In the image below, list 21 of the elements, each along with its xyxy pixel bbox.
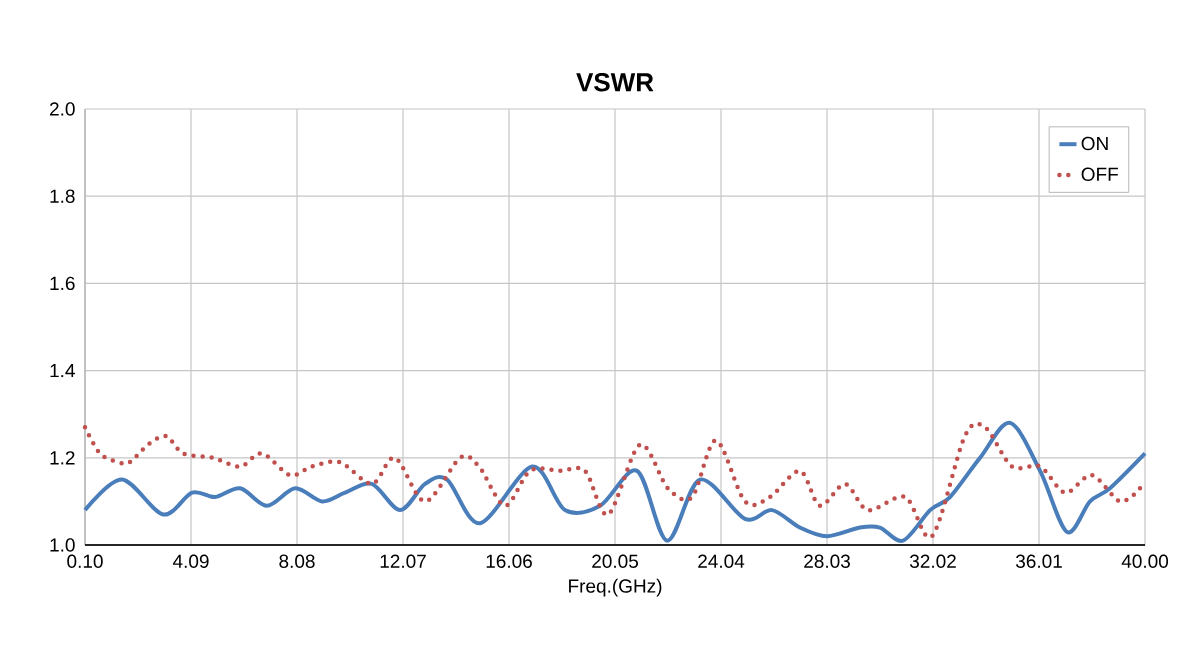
- x-tick-label: 0.10: [67, 554, 103, 568]
- x-tick-label: 36.01: [1015, 554, 1062, 568]
- x-axis-title: Freq.(GHz): [569, 578, 662, 597]
- y-tick-label: 1.8: [50, 189, 75, 203]
- x-tick-label: 40.00: [1121, 554, 1169, 568]
- chart-title: VSWR: [576, 73, 654, 92]
- x-tick-label: 8.08: [279, 554, 315, 568]
- legend-label: OFF: [1081, 167, 1118, 182]
- y-tick-label: 1.6: [50, 276, 75, 291]
- x-tick-label: 32.02: [909, 554, 956, 568]
- y-tick-label: 2.0: [50, 102, 75, 116]
- y-tick-label: 1.0: [50, 538, 75, 552]
- y-tick-label: 1.4: [50, 364, 75, 378]
- x-tick-label: 28.03: [804, 554, 850, 568]
- y-tick-label: 1.2: [50, 451, 75, 465]
- x-tick-label: 16.06: [486, 554, 532, 568]
- x-tick-label: 24.04: [698, 554, 745, 568]
- legend-label: ON: [1081, 136, 1108, 151]
- x-tick-label: 20.05: [592, 554, 638, 568]
- x-tick-label: 4.09: [172, 554, 209, 568]
- x-tick-label: 12.07: [380, 554, 426, 568]
